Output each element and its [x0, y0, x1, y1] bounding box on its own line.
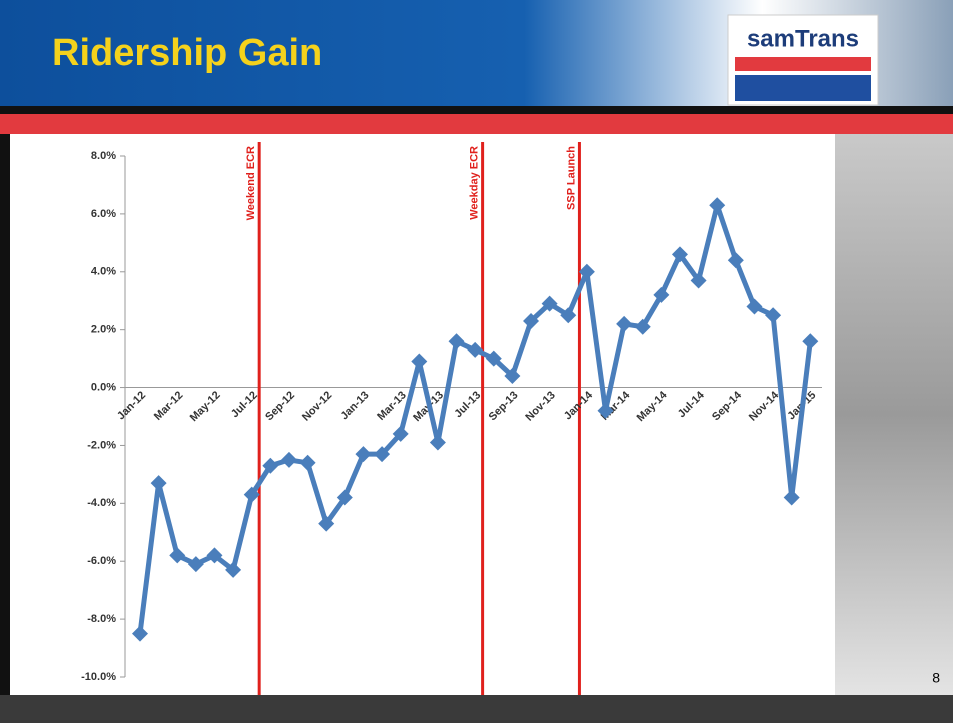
- marker: [448, 333, 465, 350]
- marker: [504, 367, 521, 384]
- y-tick-label: -8.0%: [87, 613, 116, 625]
- event-label: Weekend ECR: [245, 146, 257, 220]
- y-tick-label: -6.0%: [87, 555, 116, 567]
- marker: [132, 625, 148, 642]
- marker: [634, 318, 651, 335]
- marker: [187, 556, 204, 573]
- marker: [374, 446, 391, 463]
- marker: [206, 547, 223, 564]
- marker: [429, 434, 446, 451]
- logo-blue: [735, 75, 871, 101]
- event-label: Weekday ECR: [469, 146, 481, 220]
- marker: [169, 547, 186, 564]
- marker: [541, 295, 558, 312]
- header-rule: [0, 106, 953, 114]
- marker: [262, 457, 279, 474]
- marker: [765, 307, 782, 324]
- marker: [355, 446, 372, 463]
- marker: [392, 425, 409, 442]
- y-tick-label: -2.0%: [87, 439, 116, 451]
- red-stripe: [0, 114, 953, 134]
- marker: [523, 312, 540, 329]
- marker: [578, 263, 595, 280]
- left-edge: [0, 134, 10, 695]
- bus-photo: [835, 134, 953, 695]
- y-tick-label: -10.0%: [81, 671, 116, 683]
- marker: [467, 341, 484, 358]
- marker: [560, 307, 577, 324]
- logo-red: [735, 57, 871, 71]
- marker: [243, 486, 260, 503]
- marker: [653, 286, 670, 303]
- marker: [746, 298, 763, 315]
- marker: [727, 252, 744, 269]
- marker: [318, 515, 335, 532]
- y-tick-label: -4.0%: [87, 497, 116, 509]
- marker: [336, 489, 353, 506]
- marker: [783, 489, 800, 506]
- y-tick-label: 2.0%: [91, 324, 116, 336]
- marker: [485, 350, 502, 367]
- marker: [709, 197, 726, 214]
- marker: [150, 475, 167, 492]
- y-tick-label: 0.0%: [91, 381, 116, 393]
- marker: [616, 315, 633, 332]
- page-number: 8: [932, 670, 940, 686]
- marker: [597, 402, 614, 419]
- marker: [225, 561, 242, 578]
- logo-text: samTrans: [747, 25, 859, 52]
- marker: [690, 272, 707, 289]
- y-tick-label: 6.0%: [91, 208, 116, 220]
- marker: [299, 454, 316, 471]
- marker: [280, 451, 297, 468]
- slide-title: Ridership Gain: [52, 32, 322, 74]
- marker: [802, 333, 819, 350]
- marker: [671, 246, 688, 263]
- footer: [0, 695, 953, 723]
- marker: [411, 353, 428, 370]
- y-tick-label: 4.0%: [91, 266, 116, 278]
- event-label: SSP Launch: [565, 146, 577, 210]
- y-tick-label: 8.0%: [91, 150, 116, 162]
